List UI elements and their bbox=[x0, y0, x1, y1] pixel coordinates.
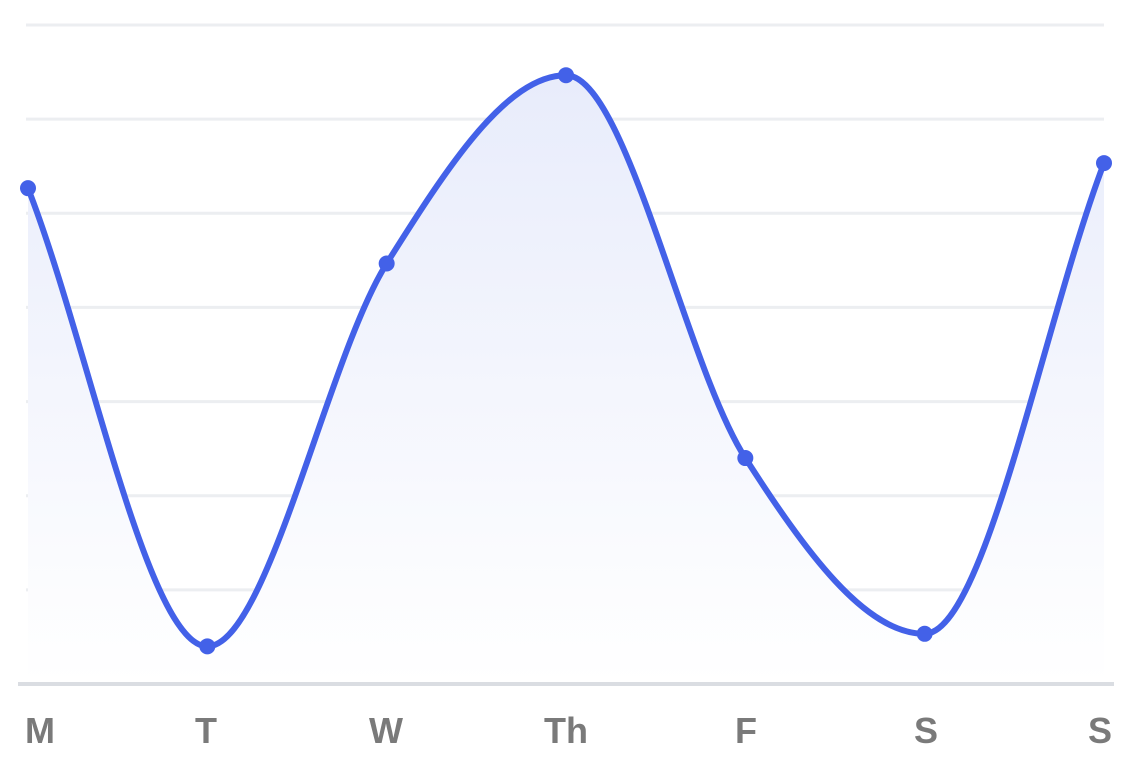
data-point[interactable] bbox=[558, 67, 574, 84]
data-point[interactable] bbox=[916, 625, 933, 642]
x-tick-label: T bbox=[195, 710, 217, 751]
x-tick-label: M bbox=[25, 710, 55, 751]
data-point[interactable] bbox=[378, 255, 395, 272]
data-point[interactable] bbox=[199, 638, 216, 655]
x-axis-tick-labels: M T W Th F S S bbox=[25, 710, 1112, 751]
x-tick-label: S bbox=[914, 710, 938, 751]
data-point[interactable] bbox=[20, 180, 36, 197]
x-tick-label: F bbox=[735, 710, 757, 751]
x-tick-label: S bbox=[1088, 710, 1112, 751]
data-points bbox=[20, 67, 1112, 655]
data-point[interactable] bbox=[1096, 155, 1112, 172]
x-tick-label: Th bbox=[544, 710, 588, 751]
series-area bbox=[28, 75, 1104, 684]
x-tick-label: W bbox=[369, 710, 403, 751]
data-point[interactable] bbox=[737, 450, 754, 467]
